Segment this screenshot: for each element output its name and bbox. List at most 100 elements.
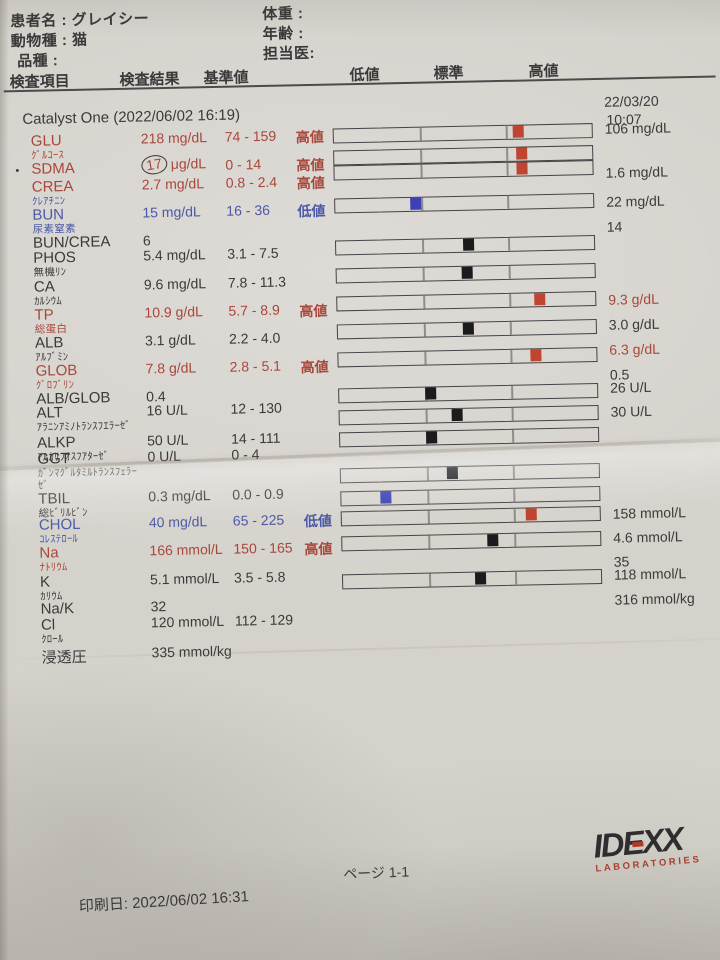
reference-range-glob: 2.8 - 5.1: [229, 357, 282, 375]
reference-range-tbil: 0.0 - 0.9: [232, 485, 284, 503]
range-bar-tbil: [339, 462, 601, 484]
range-bar-divider: [420, 164, 423, 178]
prev-result-crea: 1.6 mg/dL: [605, 163, 669, 181]
prev-result-alkp: 30 U/L: [610, 402, 653, 420]
flag-badge-na: 高値: [304, 540, 333, 558]
range-bar-divider: [421, 239, 424, 253]
prev-result-alt: 26 U/L: [609, 378, 652, 396]
test-result-phos: 5.4 mg/dL: [143, 246, 206, 264]
range-bar-marker: [530, 348, 542, 362]
results-table: GLU ｸﾞﾙｺｰｽ 218 mg/dL 74 - 159 高値 106 mg/dL • SD…: [0, 0, 710, 666]
reference-range-phos: 3.1 - 7.5: [227, 244, 279, 262]
range-bar-divider: [428, 535, 431, 549]
test-sub-label-ggt: ｶﾞﾝﾏｸﾞﾙﾀﾐﾙﾄﾗﾝｽﾌｪﾗｰ: [37, 465, 138, 480]
print-date-line: 印刷日: 2022/06/02 16:31: [78, 888, 250, 916]
reference-range-glu: 74 - 159: [224, 127, 277, 145]
test-code-nak: Na/K: [40, 600, 75, 618]
range-bar-divider: [506, 162, 509, 176]
reference-range-ca: 7.8 - 11.3: [227, 273, 287, 291]
range-bar-divider: [513, 488, 515, 502]
range-bar-marker: [463, 238, 475, 251]
range-bar-marker: [461, 266, 473, 279]
range-bar-divider: [511, 429, 514, 443]
idexx-logo: IDEXX LABORATORIES: [592, 820, 720, 875]
test-sub-label-alt: ｱﾗﾆﾝｱﾐﾉﾄﾗﾝｽﾌｴﾗｰｾﾞ: [36, 419, 132, 434]
prev-result-alb: 3.0 g/dL: [608, 315, 660, 333]
range-bar-chol: [340, 485, 601, 507]
range-bar-divider: [505, 125, 508, 139]
test-result-buncrea: 6: [142, 232, 151, 249]
range-bar-marker: [487, 533, 499, 547]
range-bar-divider: [508, 293, 511, 307]
range-bar-ca: [335, 263, 596, 284]
reference-range-tp: 5.7 - 8.9: [228, 301, 280, 319]
range-bar-divider: [424, 351, 427, 365]
test-result-osm: 335 mmol/kg: [151, 642, 232, 661]
range-bar-marker: [534, 292, 546, 306]
reference-range-alt: 12 - 130: [230, 399, 283, 417]
range-bar-divider: [513, 508, 516, 522]
range-bar-divider: [426, 467, 429, 481]
test-sub-label-cl: ｸﾛｰﾙ: [41, 633, 64, 646]
range-bar-divider: [427, 490, 430, 504]
test-result-alkp: 50 U/L: [146, 431, 189, 449]
prev-result-date: 22/03/20: [603, 92, 659, 110]
test-sub-label-phos: 無機ﾘﾝ: [33, 266, 67, 279]
reference-range-sdma: 0 - 14: [225, 156, 262, 173]
patient-breed-line: 品種 :: [16, 52, 59, 71]
prev-result-cl: 118 mmol/L: [613, 565, 687, 583]
test-result-nak: 32: [150, 598, 167, 615]
range-bar-divider: [423, 323, 426, 337]
range-bar-divider: [423, 295, 426, 309]
range-bar-divider: [420, 149, 422, 163]
range-bar-marker: [462, 322, 474, 335]
patient-species-line: 動物種 : 猫: [10, 31, 88, 51]
test-result-ca: 9.6 mg/dL: [143, 275, 207, 293]
range-bar-marker: [425, 430, 437, 444]
range-bar-marker: [516, 161, 528, 175]
range-bar-divider: [425, 409, 428, 423]
range-bar-bun: [334, 193, 595, 214]
range-bar-marker: [525, 507, 538, 521]
test-result-glu: 218 mg/dL: [140, 129, 208, 147]
bullet-marker: •: [15, 165, 20, 178]
range-bar-divider: [506, 195, 509, 209]
range-bar-divider: [419, 127, 422, 141]
range-bar-tp: [336, 291, 597, 312]
range-bar-divider: [428, 573, 431, 587]
reference-range-alb: 2.2 - 4.0: [228, 329, 281, 347]
flag-badge-glu: 高値: [295, 128, 324, 146]
flag-badge-tp: 高値: [299, 302, 328, 320]
range-bar-marker: [447, 466, 459, 480]
reference-range-bun: 16 - 36: [226, 201, 271, 219]
range-bar-divider: [427, 510, 430, 524]
prev-result-glu: 106 mg/dL: [604, 119, 672, 137]
test-result-ggt: 0 U/L: [147, 447, 182, 465]
reference-range-alkp: 14 - 111: [230, 429, 281, 447]
range-bar-divider: [510, 385, 513, 399]
range-bar-marker: [512, 124, 524, 138]
range-bar-alb: [336, 319, 597, 340]
range-bar-marker: [424, 386, 436, 400]
prev-result-bun: 22 mg/dL: [606, 192, 665, 210]
range-bar-phos: [334, 235, 596, 256]
range-bar-marker: [515, 146, 528, 160]
test-result-tp: 10.9 g/dL: [144, 303, 203, 321]
reference-range-ggt: 0 - 4: [231, 446, 260, 463]
range-bar-ggt: [338, 426, 600, 448]
reference-range-k: 3.5 - 5.8: [233, 568, 286, 586]
test-result-crea: 2.7 mg/dL: [141, 175, 205, 193]
reference-range-crea: 0.8 - 2.4: [225, 173, 278, 191]
test-result-alb: 3.1 g/dL: [144, 331, 196, 349]
range-bar-marker: [451, 408, 463, 422]
test-sub-label-na: ﾅﾄﾘｳﾑ: [39, 561, 68, 574]
prev-result-tp: 9.3 g/dL: [608, 290, 660, 308]
flag-badge-glob: 高値: [300, 358, 329, 376]
idexx-logo-red-dash: [632, 841, 644, 848]
range-bar-divider: [505, 147, 508, 161]
range-bar-divider: [422, 267, 425, 281]
prev-result-osm: 316 mmol/kg: [614, 590, 695, 608]
range-bar-divider: [510, 349, 513, 363]
